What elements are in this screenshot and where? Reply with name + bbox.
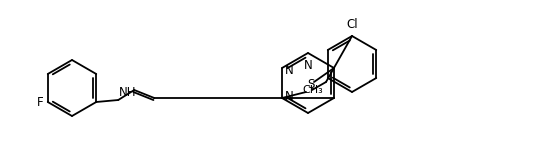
Text: Cl: Cl [346,18,358,31]
Text: N: N [285,89,294,103]
Text: F: F [37,97,44,109]
Text: CH₃: CH₃ [302,85,323,95]
Text: N: N [285,64,294,76]
Text: S: S [307,78,314,91]
Text: N: N [303,59,313,72]
Text: NH: NH [119,86,137,99]
